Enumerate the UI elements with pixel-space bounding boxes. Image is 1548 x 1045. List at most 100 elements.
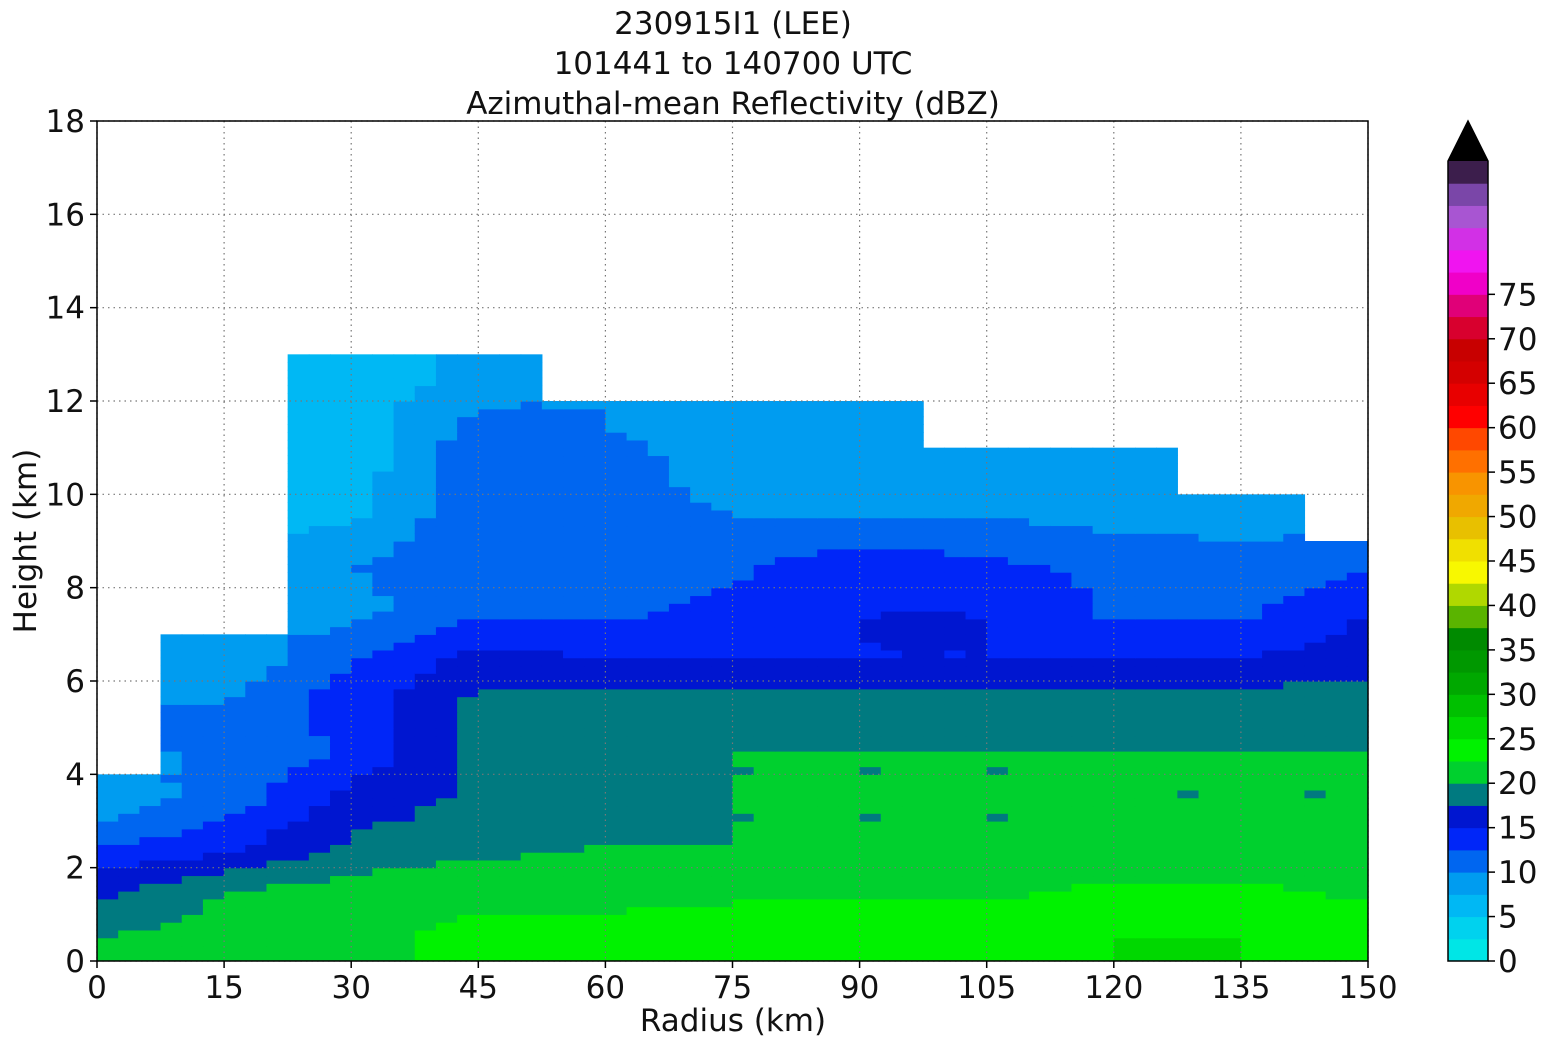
field-cell [1177,937,1200,947]
field-cell [1050,758,1073,768]
colorbar-level [1448,672,1488,695]
field-cell [1346,595,1368,604]
field-cell [541,696,564,705]
field-cell [372,844,395,853]
field-cell [626,937,649,947]
field-cell [435,564,458,573]
field-cell [1325,953,1348,961]
field-cell [901,727,924,737]
field-cell [817,525,840,534]
field-cell [308,533,331,542]
field-cell [435,657,458,667]
field-cell [245,665,268,674]
field-cell [1007,509,1030,519]
field-cell [1134,509,1157,519]
field-cell [1283,634,1306,643]
field-cell [753,408,776,418]
field-cell [393,455,416,464]
field-cell [1240,751,1263,760]
field-cell [393,354,416,363]
field-cell [880,782,903,791]
field-cell [1092,743,1115,752]
field-cell [499,603,522,612]
field-cell [1304,875,1327,884]
field-cell [1029,898,1051,908]
field-cell [245,859,268,869]
field-cell [1113,564,1136,573]
field-cell [414,929,437,939]
field-cell [711,416,734,425]
field-cell [774,859,797,869]
field-cell [1198,634,1221,643]
field-cell [626,564,649,573]
field-cell [287,735,310,744]
field-cell [1134,727,1157,737]
field-cell [605,618,628,628]
colorbar-level [1448,938,1488,962]
field-cell [626,432,649,441]
field-cell [1007,579,1030,589]
field-cell [1113,743,1136,752]
field-cell [266,688,289,698]
field-cell [774,463,797,472]
field-cell [838,937,861,947]
field-cell [584,649,606,659]
field-cell [393,867,416,877]
field-cell [668,478,691,488]
field-cell [1198,774,1221,783]
field-cell [308,478,331,488]
field-cell [838,401,861,410]
field-cell [1198,572,1221,581]
field-cell [308,401,331,410]
field-cell [97,782,119,791]
field-cell [1177,945,1200,954]
field-cell [774,673,797,682]
field-cell [435,354,458,363]
field-cell [1050,603,1073,612]
field-cell [1156,836,1178,845]
field-cell [690,945,712,954]
field-cell [393,626,416,635]
field-cell [986,929,1009,939]
field-cell [923,789,945,799]
field-cell [457,603,479,612]
field-cell [923,517,945,527]
field-cell [266,883,289,892]
field-cell [1283,541,1306,550]
field-cell [330,447,352,457]
field-cell [435,393,458,402]
field-cell [901,657,924,667]
field-cell [1050,681,1073,690]
field-cell [923,743,945,752]
field-cell [1325,735,1348,744]
field-cell [668,883,691,892]
field-cell [224,953,246,961]
field-cell [1283,611,1306,620]
field-cell [245,953,268,961]
field-cell [774,719,797,729]
field-cell [1071,828,1094,838]
field-cell [414,688,437,698]
field-cell [520,914,543,923]
field-cell [224,922,246,931]
field-cell [626,727,649,737]
field-cell [732,634,755,643]
field-cell [753,634,776,643]
field-cell [478,922,501,931]
field-cell [753,439,776,449]
field-cell [986,478,1009,488]
field-cell [1304,929,1327,939]
field-cell [1092,595,1115,604]
field-cell [308,898,331,908]
field-cell [139,891,162,900]
field-cell [478,502,501,511]
field-cell [181,649,204,659]
field-cell [1325,541,1348,550]
field-cell [563,587,585,597]
field-cell [1050,587,1073,597]
field-cell [1092,782,1115,791]
field-cell [923,494,945,503]
field-cell [308,945,331,954]
field-cell [266,657,289,667]
field-cell [690,937,712,947]
